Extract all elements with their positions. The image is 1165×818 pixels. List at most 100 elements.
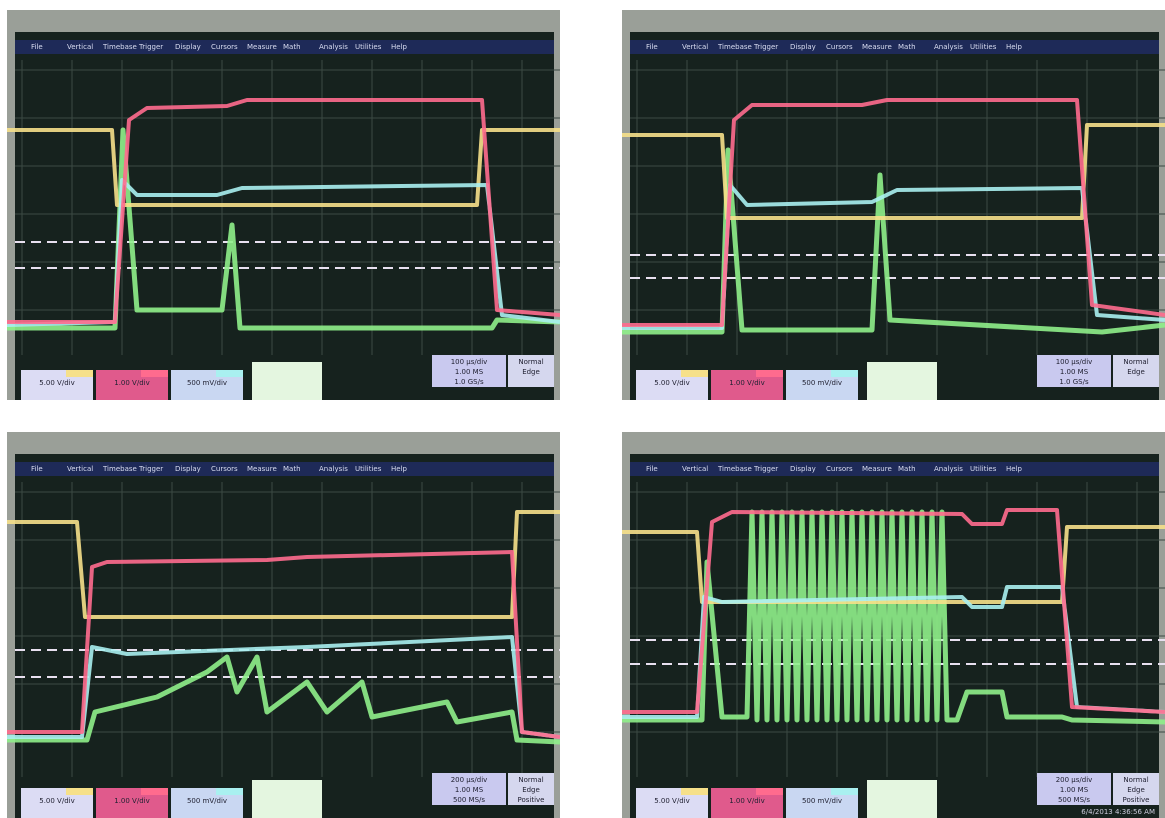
trigger-value: Normal	[1123, 358, 1148, 366]
menu-item: Timebase	[102, 43, 137, 51]
menu-item: Timebase	[102, 465, 137, 473]
menu-item: Trigger	[138, 43, 163, 51]
channel-scale: 5.00 V/div	[654, 797, 690, 805]
menu-item: Utilities	[970, 465, 997, 473]
menu-item: Cursors	[826, 465, 853, 473]
photo-collage: FileVerticalTimebaseTriggerDisplayCursor…	[0, 0, 1165, 818]
trigger-value: Normal	[518, 776, 543, 784]
math-box	[252, 362, 322, 400]
timebase-value: 1.00 MS	[1060, 786, 1089, 794]
menu-item: Utilities	[970, 43, 997, 51]
menu-item: Math	[898, 43, 916, 51]
menu-item: Help	[1006, 465, 1023, 473]
menu-item: Analysis	[319, 465, 348, 473]
menu-bar	[630, 40, 1159, 54]
menu-item: Analysis	[934, 465, 963, 473]
channel-scale: 1.00 V/div	[114, 379, 150, 387]
channel-scale: 500 mV/div	[802, 797, 842, 805]
timebase-value: 1.00 MS	[1060, 368, 1089, 376]
oscilloscope-photo: File Vertical TimebaseTrigger Display Cursor…	[7, 432, 560, 818]
menu-item: Trigger	[138, 465, 163, 473]
trigger-value: Edge	[1127, 786, 1145, 794]
channel-box-header	[141, 788, 168, 795]
trigger-value: Edge	[522, 368, 540, 376]
menu-item: Timebase	[717, 465, 752, 473]
screen	[15, 32, 554, 400]
trigger-value: Normal	[1123, 776, 1148, 784]
channel-scale: 1.00 V/div	[729, 379, 765, 387]
menu-item: Measure	[247, 43, 277, 51]
trigger-value: Edge	[1127, 368, 1145, 376]
menu-item: Analysis	[934, 43, 963, 51]
channel-box-header	[831, 788, 858, 795]
menu-item: Display	[175, 465, 201, 473]
menu-item: File	[31, 465, 43, 473]
timebase-value: 1.00 MS	[455, 368, 484, 376]
menu-item: File	[31, 43, 43, 51]
trigger-value: Edge	[522, 786, 540, 794]
channel-box-header	[756, 370, 783, 377]
menu-item: Trigger	[753, 43, 778, 51]
trigger-value: Positive	[1123, 796, 1150, 804]
menu-item: Math	[283, 43, 301, 51]
channel-box-header	[681, 788, 708, 795]
menu-item: Measure	[862, 465, 892, 473]
menu-item: Trigger	[753, 465, 778, 473]
menu-item: Vertical	[682, 43, 708, 51]
timebase-value: 500 MS/s	[1058, 796, 1090, 804]
menu-item: File	[646, 43, 658, 51]
channel-scale: 1.00 V/div	[114, 797, 150, 805]
channel-scale: 500 mV/div	[802, 379, 842, 387]
menu-bar	[630, 462, 1159, 476]
timebase-value: 200 µs/div	[451, 776, 488, 784]
timebase-value: 500 MS/s	[453, 796, 485, 804]
channel-scale: 500 mV/div	[187, 379, 227, 387]
menu-item: Vertical	[67, 465, 93, 473]
menu-item: Cursors	[211, 465, 238, 473]
trigger-value: Positive	[518, 796, 545, 804]
menu-item: Vertical	[682, 465, 708, 473]
channel-box-header	[831, 370, 858, 377]
menu-item: Help	[1006, 43, 1023, 51]
menu-item: Vertical	[67, 43, 93, 51]
menu-item: Cursors	[211, 43, 238, 51]
timestamp: 6/4/2013 4:36:56 AM	[1081, 808, 1155, 816]
channel-box-header	[66, 788, 93, 795]
menu-item: Math	[898, 465, 916, 473]
menu-item: Display	[790, 43, 816, 51]
menu-item: Cursors	[826, 43, 853, 51]
menu-item: Display	[175, 43, 201, 51]
math-box	[252, 780, 322, 818]
menu-item: Math	[283, 465, 301, 473]
channel-scale: 5.00 V/div	[654, 379, 690, 387]
channel-box-header	[216, 370, 243, 377]
menu-item: File	[646, 465, 658, 473]
timebase-value: 1.00 MS	[455, 786, 484, 794]
menu-item: Measure	[247, 465, 277, 473]
timebase-value: 200 µs/div	[1056, 776, 1093, 784]
menu-item: Help	[391, 43, 408, 51]
math-box	[867, 362, 937, 400]
channel-box-header	[216, 788, 243, 795]
menu-item: Timebase	[717, 43, 752, 51]
trigger-value: Normal	[518, 358, 543, 366]
channel-box-header	[66, 370, 93, 377]
menu-item: Analysis	[319, 43, 348, 51]
channel-box-header	[756, 788, 783, 795]
timebase-value: 100 µs/div	[1056, 358, 1093, 366]
timebase-value: 1.0 GS/s	[454, 378, 484, 386]
channel-box-header	[681, 370, 708, 377]
channel-box-header	[141, 370, 168, 377]
channel-scale: 500 mV/div	[187, 797, 227, 805]
menu-item: Utilities	[355, 43, 382, 51]
math-box	[867, 780, 937, 818]
channel-scale: 1.00 V/div	[729, 797, 765, 805]
menu-item: Help	[391, 465, 408, 473]
timebase-value: 1.0 GS/s	[1059, 378, 1089, 386]
channel-scale: 5.00 V/div	[39, 379, 75, 387]
menu-item: Display	[790, 465, 816, 473]
menu-item: Utilities	[355, 465, 382, 473]
